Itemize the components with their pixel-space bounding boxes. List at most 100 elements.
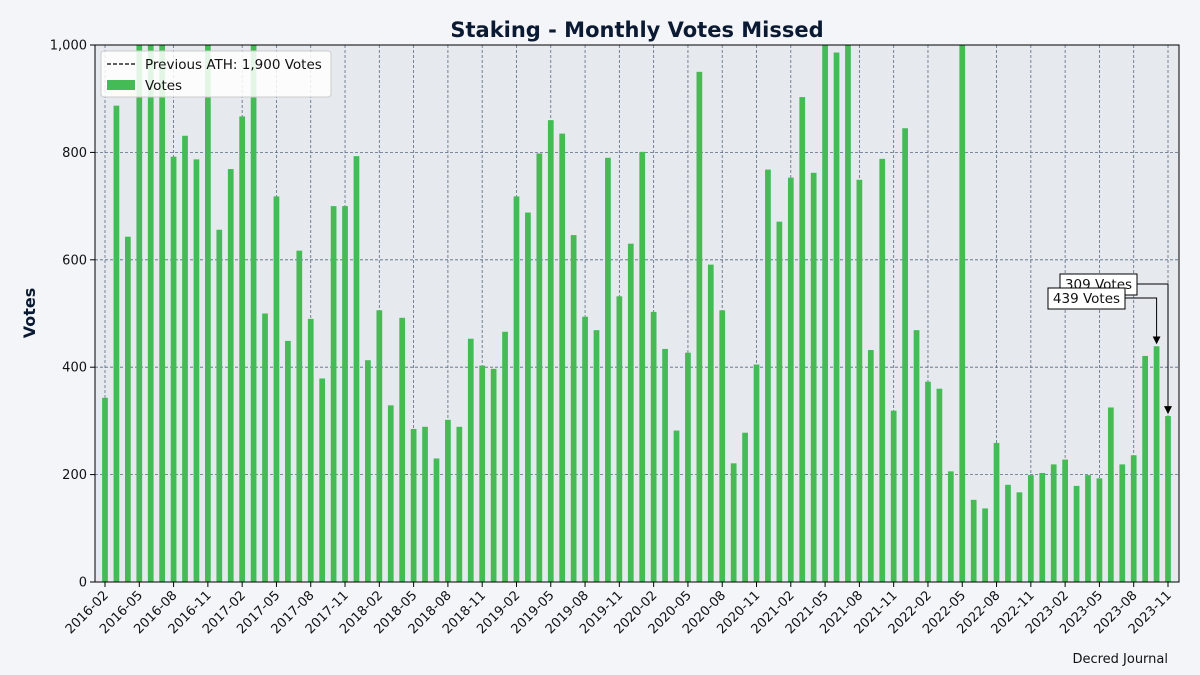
y-axis: 0 200 400 600 800 1,000 <box>50 39 95 591</box>
bar-2020-08 <box>719 310 726 582</box>
bar-2018-06 <box>422 426 428 582</box>
bar-2017-10 <box>330 206 337 582</box>
bar-2020-09 <box>730 463 737 582</box>
bar-2017-09 <box>319 378 326 582</box>
bar-2022-07 <box>982 508 988 582</box>
bar-2017-08 <box>307 318 314 582</box>
bar-2019-12 <box>627 243 634 582</box>
annotation-arrow-439 <box>1125 297 1161 345</box>
bar-2019-03 <box>525 212 531 582</box>
source-label: Decred Journal <box>1072 652 1168 667</box>
bar-2017-03 <box>250 45 257 582</box>
bar-2021-10 <box>879 158 886 582</box>
bar-2017-07 <box>296 250 303 582</box>
bar-2021-06 <box>833 52 840 582</box>
legend-ath-label: Previous ATH: 1,900 Votes <box>145 57 322 73</box>
bar-2019-11 <box>616 296 623 582</box>
bar-2018-08 <box>445 419 451 582</box>
bar-2023-01 <box>1050 464 1057 582</box>
bar-2020-01 <box>639 151 646 582</box>
annotations: 309 Votes 439 Votes <box>1047 273 1172 415</box>
bar-2018-05 <box>410 428 417 582</box>
bar-2019-10 <box>605 157 611 582</box>
bar-2020-03 <box>662 348 668 582</box>
annotation-box-439 <box>1047 287 1126 310</box>
bar-2022-08 <box>993 442 1000 582</box>
annotation-arrow-309 <box>1137 283 1172 415</box>
bar-2018-07 <box>433 458 440 582</box>
bar-2018-01 <box>365 360 371 582</box>
bar-2023-03 <box>1073 485 1080 582</box>
plot-frame <box>94 44 1180 583</box>
bar-2016-10 <box>193 159 200 583</box>
bar-2016-05 <box>136 45 143 582</box>
bar-2023-05 <box>1096 478 1103 582</box>
annotation-label-439: 439 Votes <box>1053 291 1120 307</box>
bar-2016-12 <box>216 229 223 582</box>
bar-2018-10 <box>467 338 474 582</box>
bar-2023-09 <box>1142 355 1148 582</box>
bar-2020-12 <box>765 169 771 583</box>
bar-2017-06 <box>285 340 291 582</box>
bar-2018-12 <box>490 368 497 582</box>
bar-2023-04 <box>1085 475 1091 582</box>
y-tick-label: 400 <box>62 361 87 376</box>
bar-2019-08 <box>582 316 588 582</box>
bar-2018-02 <box>376 310 383 582</box>
bar-2023-06 <box>1107 407 1114 582</box>
bar-2022-12 <box>1039 472 1046 582</box>
bar-2021-03 <box>799 97 806 583</box>
bar-2022-05 <box>959 45 966 582</box>
bar-2021-07 <box>845 45 851 582</box>
bar-2016-04 <box>125 236 131 583</box>
bar-2022-10 <box>1016 492 1023 582</box>
bar-2019-06 <box>559 133 566 583</box>
bar-2023-07 <box>1119 464 1126 582</box>
bar-2017-02 <box>239 116 246 583</box>
bar-2016-03 <box>113 105 120 582</box>
bar-2016-07 <box>159 45 166 582</box>
y-tick-label: 800 <box>62 146 87 161</box>
bar-2020-07 <box>707 264 714 582</box>
bar-2023-08 <box>1130 455 1137 582</box>
bar-2018-03 <box>387 405 394 582</box>
bar-2023-02 <box>1062 459 1068 582</box>
bar-2019-02 <box>513 196 520 582</box>
bar-2020-11 <box>753 364 760 582</box>
legend: Previous ATH: 1,900 Votes Votes <box>100 50 332 98</box>
y-tick-label: 200 <box>62 468 87 483</box>
bar-2019-05 <box>547 120 554 583</box>
bar-2020-04 <box>673 430 680 582</box>
bar-2018-04 <box>399 317 406 582</box>
y-axis-label: Votes <box>20 288 39 339</box>
bar-2021-05 <box>822 45 828 582</box>
bar-2019-04 <box>536 153 543 582</box>
plot-area <box>95 45 1179 582</box>
bar-2021-08 <box>856 179 863 583</box>
bar-2021-01 <box>776 221 783 582</box>
legend-votes-swatch <box>107 80 135 90</box>
bar-2017-01 <box>227 169 234 582</box>
bar-2022-02 <box>925 381 931 582</box>
bar-2022-01 <box>913 330 920 582</box>
bar-2020-02 <box>650 311 657 582</box>
bar-2016-08 <box>170 156 177 583</box>
bar-2019-09 <box>593 330 600 582</box>
bar-2022-04 <box>947 471 954 582</box>
legend-box <box>100 50 332 98</box>
bar-2020-06 <box>696 71 703 582</box>
bar-2021-12 <box>902 128 908 583</box>
bar-2022-09 <box>1005 484 1011 582</box>
y-tick-label: 600 <box>62 253 87 268</box>
bar-2023-10 <box>1153 346 1160 582</box>
bar-2017-12 <box>353 156 360 582</box>
y-tick-label: 0 <box>79 576 87 591</box>
bar-2016-11 <box>205 45 211 582</box>
bar-2018-09 <box>456 426 463 582</box>
bar-2022-03 <box>936 388 943 582</box>
x-axis: 2016-022016-052016-082016-112017-022017-… <box>63 582 1175 637</box>
legend-votes-label: Votes <box>145 78 182 94</box>
bar-2016-02 <box>102 397 108 582</box>
